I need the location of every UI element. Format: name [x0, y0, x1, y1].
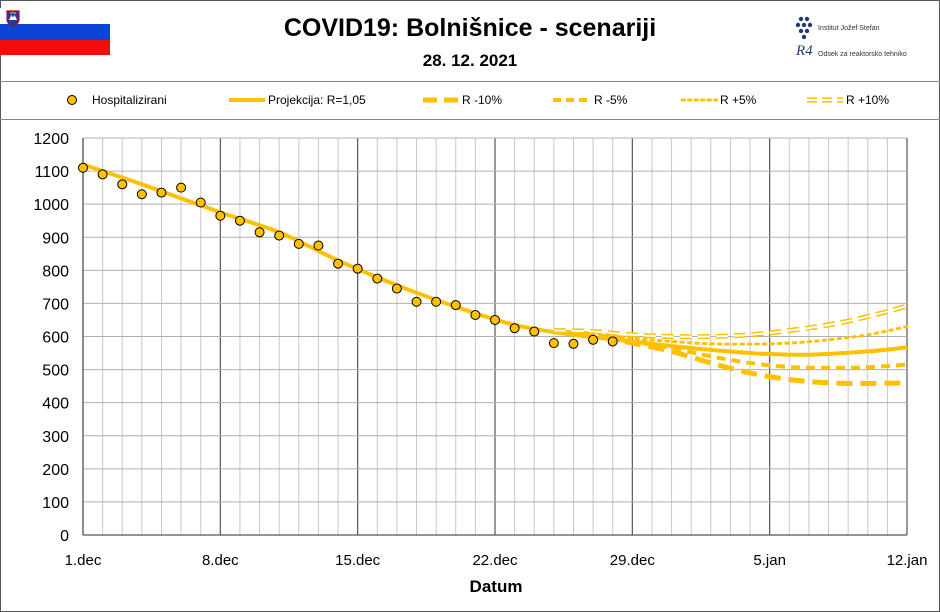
- data-point-hospitalized: [470, 309, 481, 320]
- data-point-hospitalized: [215, 210, 226, 221]
- logo-line-2: Odsek za reaktorsko tehniko: [818, 51, 907, 58]
- legend-border-top: [0, 81, 940, 82]
- legend-marker-icon: [67, 95, 77, 105]
- chart-area: 0 100 200 300 400 500 600 700 800 900 1000 1100 1200…: [33, 131, 928, 596]
- logo-line-1: Institut Jožef Stefan: [818, 25, 880, 32]
- y-tick-label: 1100: [35, 164, 70, 181]
- data-point-hospitalized: [529, 326, 540, 337]
- x-tick-label: 8.dec: [202, 552, 239, 569]
- y-tick-label: 200: [42, 462, 69, 479]
- legend-long-dash-icon: [423, 97, 459, 103]
- legend-short-dash-icon: [553, 98, 591, 102]
- data-point-hospitalized: [176, 182, 187, 193]
- data-point-hospitalized: [548, 338, 559, 349]
- flag-blue-stripe: [0, 24, 110, 40]
- y-tick-label: 900: [42, 230, 69, 247]
- data-point-hospitalized: [117, 179, 128, 190]
- legend-label: Hospitalizirani: [92, 93, 167, 107]
- legend-label: R +10%: [846, 93, 890, 107]
- ijs-dots-icon: [795, 16, 813, 40]
- legend-item-r-plus-5: R +5%: [680, 92, 790, 108]
- data-point-hospitalized: [136, 189, 147, 200]
- data-point-hospitalized: [78, 162, 88, 173]
- y-tick-label: 700: [42, 296, 69, 313]
- x-tick-label: 15.dec: [335, 552, 381, 569]
- data-point-hospitalized: [195, 197, 206, 208]
- flag-crest-icon: [6, 10, 20, 27]
- data-point-hospitalized: [509, 323, 520, 334]
- y-tick-label: 0: [60, 528, 69, 545]
- legend-item-r-minus-5: R -5%: [552, 92, 662, 108]
- slovenia-flag: [0, 8, 110, 55]
- x-tick-label: 22.dec: [472, 552, 518, 569]
- x-axis-title: Datum: [470, 577, 523, 596]
- r4-mark: R4: [796, 43, 813, 59]
- data-point-hospitalized: [588, 334, 599, 345]
- flag-red-stripe: [0, 40, 110, 55]
- legend-item-projection: Projekcija: R=1,05: [228, 92, 398, 108]
- data-point-hospitalized: [234, 215, 245, 226]
- legend: Hospitalizirani Projekcija: R=1,05 R -10…: [0, 82, 940, 119]
- legend-item-r-plus-10: R +10%: [806, 92, 916, 108]
- x-tick-label: 12.jan: [887, 552, 928, 569]
- y-tick-label: 400: [42, 396, 69, 413]
- legend-border-bottom: [0, 119, 940, 120]
- y-axis-labels: 0 100 200 300 400 500 600 700 800 900 1000 1100 1200: [33, 131, 69, 545]
- y-tick-label: 600: [42, 330, 69, 347]
- y-tick-label: 1000: [33, 197, 69, 214]
- data-point-hospitalized: [333, 258, 344, 269]
- series-line-r-10-inner: [553, 305, 908, 338]
- legend-solid-line-icon: [229, 98, 265, 102]
- x-tick-label: 29.dec: [610, 552, 656, 569]
- grid-lines: [82, 137, 908, 536]
- data-point-hospitalized: [313, 240, 324, 251]
- data-point-hospitalized: [274, 230, 285, 241]
- data-point-hospitalized: [97, 169, 108, 180]
- x-tick-label: 1.dec: [65, 552, 102, 569]
- x-tick-label: 5.jan: [753, 552, 786, 569]
- flag-white-stripe: [0, 8, 110, 24]
- x-axis-labels: 1.dec 8.dec 15.dec 22.dec 29.dec 5.jan 12.jan: [65, 552, 928, 569]
- y-tick-label: 300: [42, 429, 69, 446]
- y-tick-label: 100: [42, 495, 69, 512]
- data-point-hospitalized: [568, 338, 579, 349]
- data-point-hospitalized: [352, 263, 363, 274]
- data-point-hospitalized: [391, 283, 402, 294]
- chart-title: COVID19: Bolnišnice - scenariji: [283, 14, 657, 42]
- legend-label: R -10%: [462, 93, 503, 107]
- data-point-hospitalized: [607, 336, 618, 347]
- legend-label: Projekcija: R=1,05: [268, 93, 366, 107]
- data-point-hospitalized: [490, 314, 500, 325]
- data-points: [78, 162, 618, 349]
- data-point-hospitalized: [411, 296, 422, 307]
- legend-item-hospitalized: Hospitalizirani: [62, 92, 202, 108]
- legend-dotted-line-icon: [680, 98, 718, 102]
- data-point-hospitalized: [431, 296, 442, 307]
- data-point-hospitalized: [156, 187, 167, 198]
- axes: [82, 138, 907, 536]
- legend-label: R +5%: [720, 93, 757, 107]
- y-tick-label: 1200: [33, 131, 69, 148]
- data-point-hospitalized: [254, 227, 265, 238]
- legend-label: R -5%: [594, 93, 628, 107]
- legend-hollow-dash-icon: [807, 97, 843, 103]
- y-tick-label: 800: [42, 263, 69, 280]
- legend-item-r-minus-10: R -10%: [422, 92, 532, 108]
- data-point-hospitalized: [372, 273, 383, 284]
- chart-date: 28. 12. 2021: [422, 51, 518, 70]
- data-point-hospitalized: [293, 238, 304, 249]
- data-point-hospitalized: [450, 300, 461, 311]
- y-tick-label: 500: [42, 363, 69, 380]
- institute-logo: Institut Jožef Stefan R4 Odsek za reakto…: [792, 14, 932, 74]
